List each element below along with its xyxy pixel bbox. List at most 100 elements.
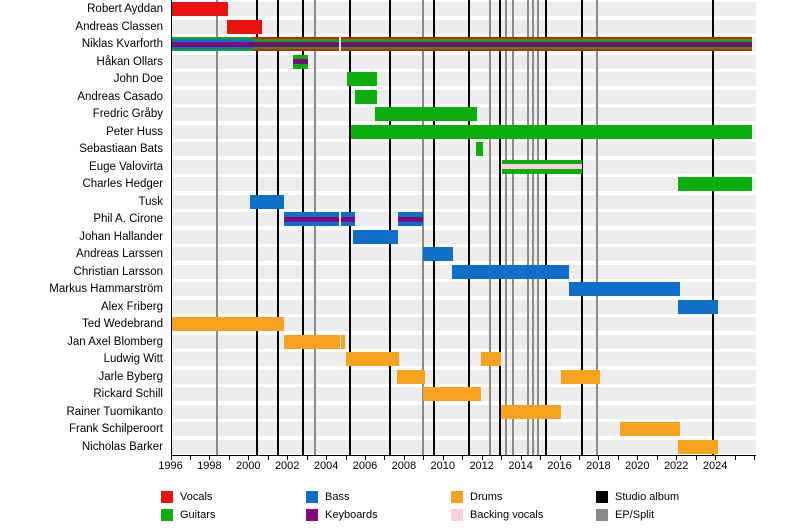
role-layer-drums xyxy=(345,352,400,366)
role-layer-drums xyxy=(422,387,481,401)
role-layer-guitars xyxy=(347,72,378,86)
member-label: Jarle Byberg xyxy=(98,370,163,383)
member-label: Nicholas Barker xyxy=(81,440,163,453)
member-label: Rickard Schill xyxy=(93,388,163,400)
role-layer-bass xyxy=(352,229,399,244)
legend-label: Keyboards xyxy=(325,509,378,521)
ep-split-line xyxy=(505,0,507,455)
legend-swatch-studio_album xyxy=(596,491,608,503)
x-tick-label: 1996 xyxy=(158,460,183,472)
ep-split-line xyxy=(421,0,424,455)
role-layer-keyboards xyxy=(293,59,308,64)
legend-swatch-keyboards xyxy=(306,509,318,521)
y-axis-line xyxy=(170,0,173,455)
legend: Vocals Guitars Bass Keyboards Drums Backing v… xyxy=(0,486,800,530)
timeline-bar xyxy=(250,194,284,209)
legend-label: Vocals xyxy=(180,491,213,503)
role-layer-drums xyxy=(170,317,285,331)
x-tick-label: 2018 xyxy=(586,460,611,472)
studio-album-line xyxy=(389,0,392,455)
row-band xyxy=(171,142,756,156)
x-tick xyxy=(423,456,425,460)
timeline-bar xyxy=(500,404,562,419)
row-band xyxy=(171,2,756,16)
row-band xyxy=(171,212,756,226)
legend-label: Guitars xyxy=(180,509,216,521)
role-layer-drums xyxy=(283,334,340,349)
timeline-bar xyxy=(398,212,423,226)
timeline-bar xyxy=(678,177,753,191)
role-layer-backing_vocals xyxy=(501,164,583,169)
studio-album-line xyxy=(256,0,259,455)
ep-split-line xyxy=(532,0,535,455)
row-band xyxy=(171,352,756,366)
role-layer-drums xyxy=(678,439,718,454)
x-tick xyxy=(403,456,405,460)
x-tick xyxy=(248,456,250,460)
x-tick xyxy=(676,456,678,460)
member-label: Rainer Tuomikanto xyxy=(66,405,163,418)
timeline-bar xyxy=(451,264,570,279)
timeline-bar xyxy=(283,334,340,349)
role-layer-guitars xyxy=(350,124,753,139)
x-tick xyxy=(637,456,639,460)
timeline-bar xyxy=(345,352,400,366)
x-tick xyxy=(384,456,386,460)
studio-album-line xyxy=(433,0,436,455)
x-tick xyxy=(501,456,503,460)
timeline-bar xyxy=(341,37,753,51)
timeline-bar xyxy=(678,299,718,314)
x-tick xyxy=(578,456,580,460)
timeline-bar xyxy=(170,317,285,331)
legend-label: Backing vocals xyxy=(470,509,544,521)
timeline-bar xyxy=(678,439,718,454)
role-layer-drums xyxy=(397,369,426,384)
member-label: Christian Larsson xyxy=(73,265,163,278)
role-layer-guitars xyxy=(355,89,378,104)
timeline-bar xyxy=(350,124,753,139)
x-tick xyxy=(267,456,269,460)
x-tick-label: 2024 xyxy=(702,460,728,472)
x-tick-label: 2014 xyxy=(508,460,533,472)
x-tick xyxy=(462,456,464,460)
ep-split-line xyxy=(537,0,540,455)
timeline-bar xyxy=(170,2,228,16)
member-label: Jan Axel Blomberg xyxy=(67,335,163,348)
timeline-bar xyxy=(283,212,339,226)
role-layer-drums xyxy=(341,334,345,349)
x-tick xyxy=(617,456,619,460)
studio-album-line xyxy=(711,0,714,455)
x-tick-label: 2020 xyxy=(625,460,650,472)
x-tick-label: 2010 xyxy=(430,460,456,472)
member-label: Andreas Casado xyxy=(77,90,163,103)
timeline-bar xyxy=(252,37,339,51)
x-tick xyxy=(209,456,211,460)
ep-split-line xyxy=(512,0,514,455)
role-layer-drums xyxy=(561,369,600,384)
x-tick xyxy=(228,456,230,460)
role-layer-drums xyxy=(619,422,681,436)
legend-label: Studio album xyxy=(615,491,680,503)
member-label: Alex Friberg xyxy=(101,300,163,313)
row-band xyxy=(171,369,756,384)
studio-album-line xyxy=(498,0,501,455)
member-label: Ted Wedebrand xyxy=(82,318,163,330)
legend-swatch-ep_split xyxy=(596,509,608,521)
timeline-bar xyxy=(341,212,356,226)
ep-split-line xyxy=(489,0,492,455)
legend-swatch-bass xyxy=(306,491,318,503)
x-tick xyxy=(442,456,444,460)
role-layer-keyboards xyxy=(170,41,253,47)
role-layer-keyboards xyxy=(341,41,753,47)
member-label: Frank Schilperoort xyxy=(69,423,163,435)
ep-split-line xyxy=(526,0,529,455)
member-label: Fredric Gråby xyxy=(92,108,163,120)
x-tick xyxy=(345,456,347,460)
member-label: Håkan Ollars xyxy=(96,55,163,68)
member-label: Charles Hedger xyxy=(82,178,163,190)
role-layer-drums xyxy=(480,352,501,366)
legend-swatch-vocals xyxy=(161,491,173,503)
role-layer-bass xyxy=(250,194,284,209)
row-band xyxy=(171,54,756,69)
studio-album-line xyxy=(301,0,304,455)
